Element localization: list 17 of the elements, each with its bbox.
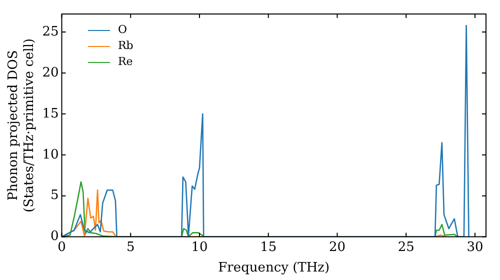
x-tick-label: 30	[466, 240, 484, 255]
y-tick-label: 20	[42, 65, 59, 80]
y-tick-label: 25	[42, 24, 59, 40]
legend-label: Rb	[118, 38, 134, 54]
y-tick-label: 10	[42, 147, 59, 162]
x-tick-label: 20	[328, 240, 346, 255]
y-axis-title: Phonon projected DOS (States/THz·primitive cell)	[6, 38, 37, 212]
y-tick-label: 5	[50, 188, 59, 204]
x-axis-title: Frequency (THz)	[218, 260, 330, 276]
x-tick-label: 15	[260, 240, 277, 255]
x-tick-label: 10	[191, 240, 208, 255]
y-tick-label: 15	[42, 106, 59, 122]
legend-label: O	[118, 22, 128, 38]
y-tick-label: 0	[50, 229, 59, 244]
legend-label: Re	[118, 54, 133, 70]
x-tick-label: 5	[126, 240, 135, 255]
x-tick-label: 25	[398, 240, 414, 255]
